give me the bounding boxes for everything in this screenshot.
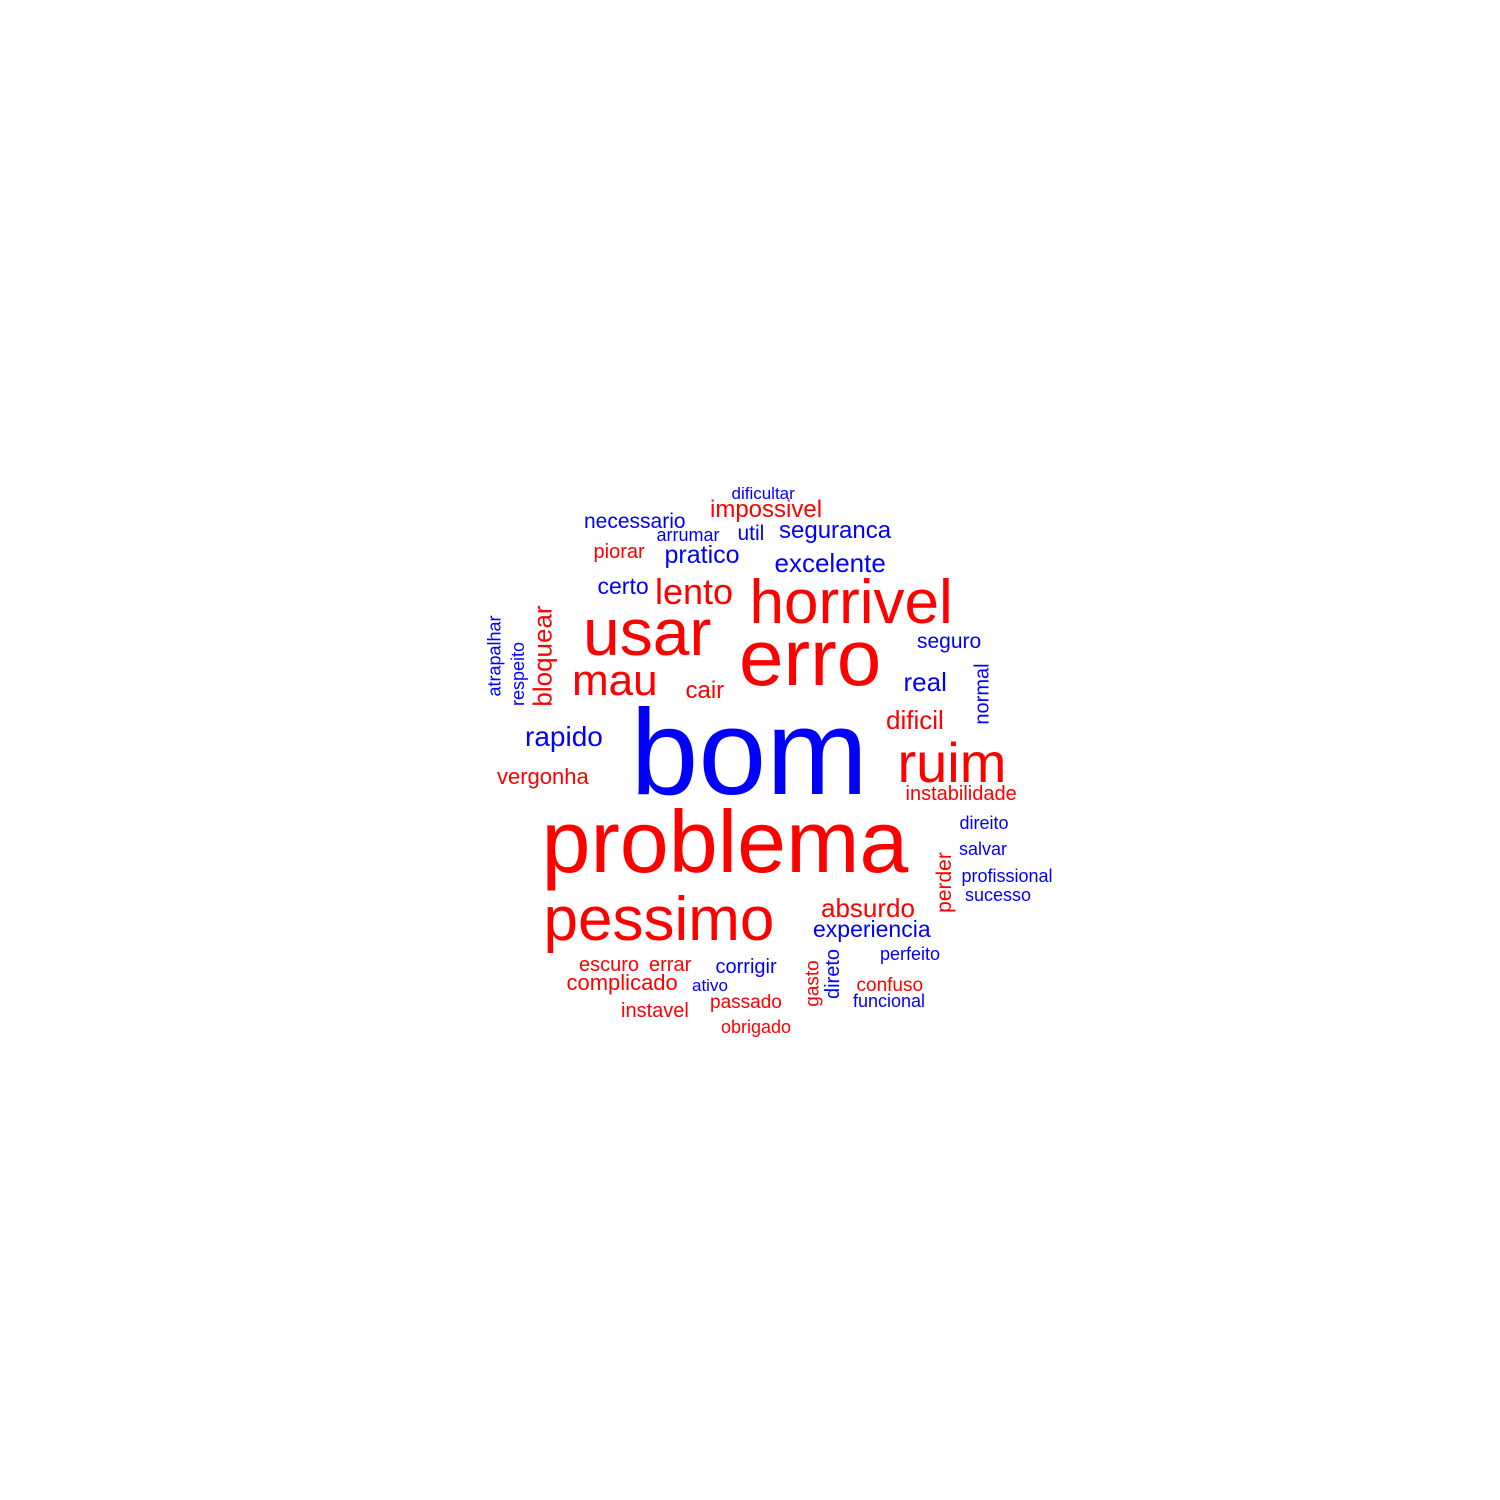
word-vergonha: vergonha	[497, 764, 589, 789]
word-piorar: piorar	[593, 541, 645, 563]
word-gasto: gasto	[802, 959, 824, 1007]
word-confuso: confuso	[856, 974, 924, 996]
word-bloquear: bloquear	[527, 605, 558, 707]
word-absurdo: absurdo	[821, 893, 915, 923]
word-profissional: profissional	[961, 866, 1053, 886]
word-complicado: complicado	[566, 970, 678, 995]
word-errar: errar	[649, 954, 692, 976]
word-necessario: necessario	[584, 509, 686, 533]
word-rapido: rapido	[525, 721, 603, 752]
word-cair: cair	[685, 677, 725, 704]
word-bom: bom	[630, 684, 868, 820]
word-direto: direto	[822, 948, 845, 1000]
word-real: real	[903, 667, 947, 697]
word-normal: normal	[971, 663, 994, 725]
word-ruim: ruim	[897, 731, 1007, 794]
word-perder: perder	[932, 851, 956, 913]
word-funcional: funcional	[853, 991, 926, 1011]
word-pratico: pratico	[664, 540, 740, 569]
word-instabilidade: instabilidade	[905, 783, 1017, 805]
word-seguro: seguro	[917, 629, 982, 653]
word-util: util	[737, 521, 765, 545]
word-ativo: ativo	[692, 975, 728, 995]
word-excelente: excelente	[774, 548, 886, 578]
word-erro: erro	[739, 613, 882, 702]
word-seguranca: seguranca	[779, 517, 892, 544]
word-salvar: salvar	[959, 839, 1008, 859]
word-direito: direito	[959, 813, 1009, 833]
word-instavel: instavel	[621, 1000, 689, 1022]
word-impossivel: impossivel	[710, 496, 823, 523]
word-corrigir: corrigir	[715, 956, 777, 978]
word-experiencia: experiencia	[813, 915, 931, 942]
word-atrapalhar: atrapalhar	[484, 615, 505, 697]
word-problema: problema	[541, 792, 909, 891]
word-escuro: escuro	[579, 954, 640, 976]
word-usar: usar	[583, 595, 712, 669]
word-lento: lento	[655, 571, 734, 612]
word-certo: certo	[597, 572, 649, 599]
word-arrumar: arrumar	[656, 525, 720, 545]
word-sucesso: sucesso	[965, 885, 1032, 905]
word-horrivel: horrivel	[749, 568, 953, 637]
word-passado: passado	[710, 991, 782, 1013]
word-obrigado: obrigado	[721, 1017, 792, 1037]
word-respeito: respeito	[508, 641, 529, 707]
word-mau: mau	[572, 656, 658, 705]
word-dificultar: dificultar	[731, 483, 795, 503]
word-dificil: dificil	[886, 705, 944, 735]
word-perfeito: perfeito	[880, 944, 941, 964]
word-pessimo: pessimo	[543, 885, 775, 954]
